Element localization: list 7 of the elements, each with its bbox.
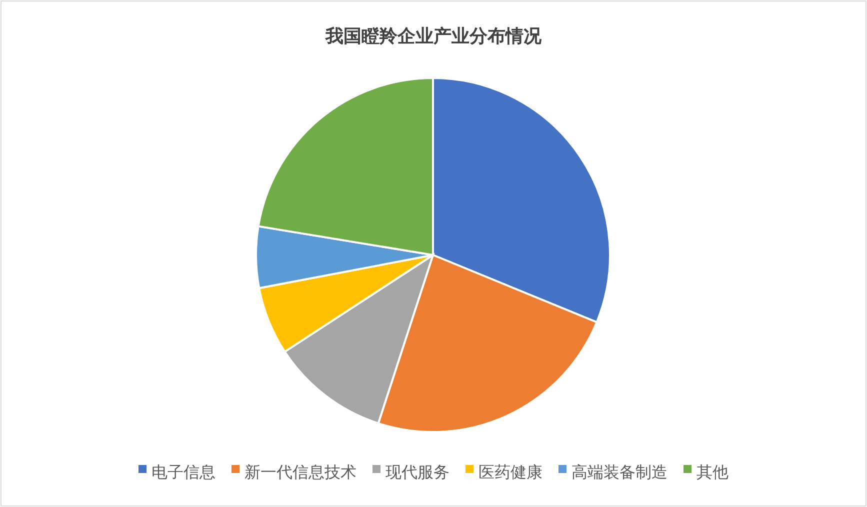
legend-label: 现代服务: [386, 462, 450, 482]
legend-label: 医药健康: [478, 462, 542, 482]
legend-label: 新一代信息技术: [244, 462, 356, 482]
legend-label: 其他: [696, 462, 728, 482]
legend-label: 高端装备制造: [572, 462, 668, 482]
legend-label: 电子信息: [152, 462, 216, 482]
chart-title: 我国瞪羚企业产业分布情况: [324, 26, 542, 47]
